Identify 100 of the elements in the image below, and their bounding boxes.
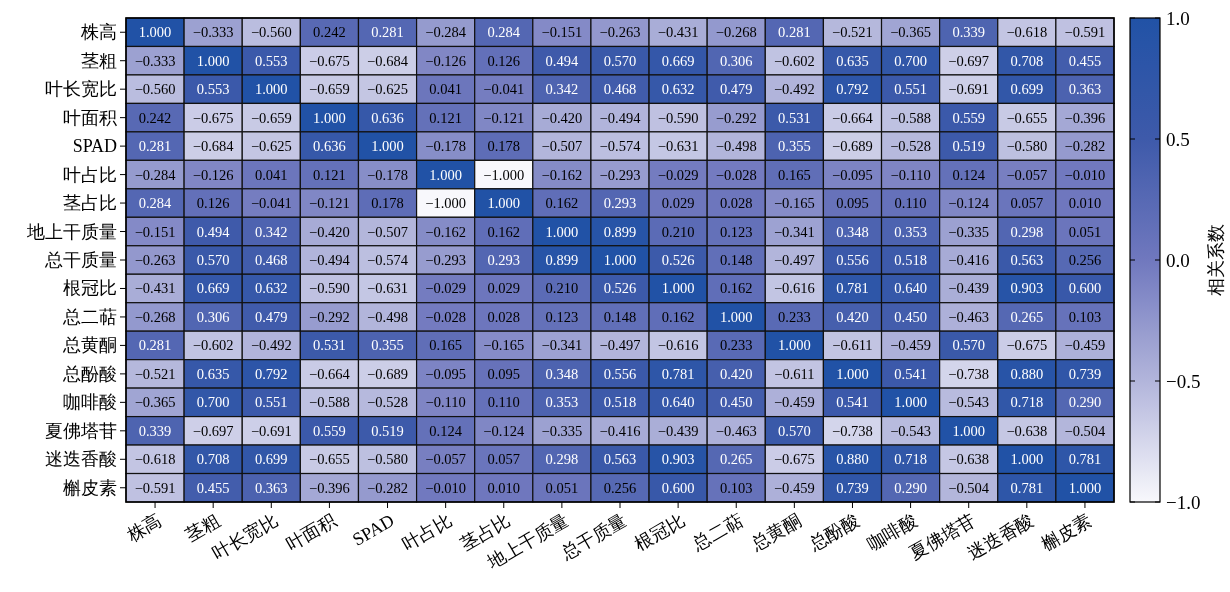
data-label: 0.281 — [778, 24, 811, 41]
data-label: 0.165 — [429, 337, 462, 354]
data-label: 0.057 — [1010, 195, 1044, 212]
data-label: −0.121 — [309, 195, 350, 212]
y-tick-label: 茎粗 — [81, 50, 117, 71]
data-label: −0.689 — [832, 138, 873, 155]
data-label: 0.256 — [1068, 252, 1102, 268]
data-label: −0.439 — [657, 422, 699, 439]
data-label: 0.781 — [1010, 479, 1044, 496]
data-label: 0.178 — [371, 195, 404, 212]
data-label: −1.000 — [483, 166, 525, 183]
data-label: −0.292 — [715, 109, 757, 126]
color-bar-label: 0.5 — [1166, 129, 1190, 150]
data-label: 0.124 — [429, 422, 463, 439]
data-label: −0.416 — [948, 252, 990, 268]
data-label: 0.781 — [836, 280, 869, 297]
data-label: 0.700 — [894, 52, 927, 69]
data-label: −0.507 — [367, 223, 408, 240]
data-label: 0.029 — [661, 195, 695, 212]
data-label: 0.556 — [836, 252, 869, 268]
data-label: −0.431 — [657, 24, 699, 41]
data-label: 0.903 — [1010, 280, 1044, 297]
data-label: −0.333 — [192, 24, 234, 41]
data-label: 1.000 — [254, 81, 288, 98]
data-label: −0.121 — [483, 109, 525, 126]
data-label: 0.051 — [1068, 223, 1102, 240]
data-label: 0.290 — [1068, 394, 1102, 411]
data-label: 0.420 — [719, 365, 753, 382]
data-label: 0.570 — [603, 52, 637, 69]
data-label: −0.282 — [367, 479, 408, 496]
data-label: −0.574 — [367, 252, 409, 268]
data-label: 0.479 — [254, 308, 288, 325]
data-label: −0.492 — [250, 337, 292, 354]
data-label: −0.268 — [715, 24, 757, 41]
data-label: −0.057 — [1006, 166, 1048, 183]
data-label: 0.718 — [1010, 394, 1044, 411]
data-label: −0.459 — [1064, 337, 1106, 354]
data-label: 0.162 — [661, 308, 695, 325]
data-label: 0.551 — [894, 81, 927, 98]
data-label: 0.739 — [836, 479, 869, 496]
data-label: −0.165 — [483, 337, 525, 354]
data-label: −0.284 — [425, 24, 467, 41]
data-label: 1.000 — [196, 52, 230, 69]
data-label: 0.103 — [719, 479, 753, 496]
data-label: 1.000 — [719, 308, 753, 325]
data-label: 0.355 — [778, 138, 811, 155]
data-label: 0.899 — [603, 223, 637, 240]
data-label: 0.455 — [196, 479, 230, 496]
data-label: −0.659 — [250, 109, 292, 126]
data-label: 1.000 — [1010, 451, 1044, 468]
data-label: −0.028 — [715, 166, 757, 183]
data-label: −0.282 — [1064, 138, 1106, 155]
data-label: −0.625 — [367, 81, 408, 98]
data-label: 0.518 — [894, 252, 927, 268]
data-label: 0.265 — [1010, 308, 1044, 325]
data-label: −0.292 — [309, 308, 350, 325]
data-label: −0.431 — [134, 280, 176, 297]
y-tick-label: 总酚酸 — [62, 363, 117, 384]
data-label: −0.498 — [367, 308, 408, 325]
data-label: −0.507 — [541, 138, 583, 155]
data-label: 0.162 — [719, 280, 753, 297]
data-label: 0.242 — [138, 109, 172, 126]
data-label: 0.284 — [487, 24, 521, 41]
data-label: −0.178 — [367, 166, 408, 183]
data-label: 0.041 — [254, 166, 288, 183]
data-label: −0.335 — [541, 422, 583, 439]
data-label: 0.306 — [196, 308, 230, 325]
data-label: 1.000 — [836, 365, 869, 382]
data-label: −0.028 — [425, 308, 467, 325]
data-label: −0.126 — [425, 52, 467, 69]
data-label: 0.541 — [894, 365, 927, 382]
data-label: 0.348 — [836, 223, 869, 240]
data-label: −0.638 — [948, 451, 990, 468]
data-label: −0.041 — [483, 81, 525, 98]
data-label: −0.602 — [192, 337, 234, 354]
data-label: −0.293 — [425, 252, 467, 268]
data-label: 0.353 — [545, 394, 579, 411]
data-label: −0.738 — [832, 422, 873, 439]
data-label: 1.000 — [603, 252, 637, 268]
data-label: −0.543 — [890, 422, 931, 439]
data-label: −0.293 — [599, 166, 641, 183]
data-label: −0.463 — [948, 308, 990, 325]
data-label: 0.095 — [836, 195, 869, 212]
y-tick-label: 总二萜 — [62, 306, 117, 327]
data-label: 0.363 — [254, 479, 288, 496]
data-label: 0.348 — [545, 365, 579, 382]
y-tick-label: 茎占比 — [63, 193, 117, 214]
data-label: −0.504 — [948, 479, 990, 496]
data-label: 0.290 — [894, 479, 927, 496]
x-tick-label: 叶占比 — [398, 510, 456, 555]
data-label: −0.459 — [890, 337, 931, 354]
data-label: 0.519 — [371, 422, 404, 439]
data-label: 0.450 — [894, 308, 927, 325]
data-label: 0.669 — [196, 280, 230, 297]
data-label: −0.697 — [948, 52, 990, 69]
data-label: −0.602 — [773, 52, 815, 69]
x-tick-label: 株高 — [123, 510, 166, 546]
data-label: 0.095 — [487, 365, 521, 382]
data-label: 0.010 — [487, 479, 521, 496]
data-label: −0.590 — [657, 109, 699, 126]
